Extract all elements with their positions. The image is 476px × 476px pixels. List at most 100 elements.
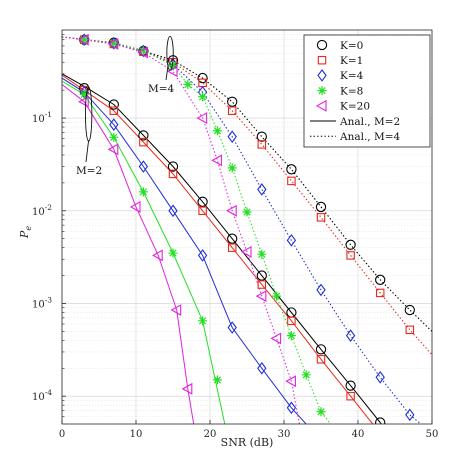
data-marker — [78, 95, 89, 108]
data-marker — [316, 407, 326, 417]
data-marker — [404, 304, 415, 316]
legend-label: K=8 — [340, 85, 363, 97]
data-marker — [257, 361, 267, 375]
data-marker — [375, 417, 386, 424]
data-marker — [109, 106, 119, 115]
y-tick-exponent: -1 — [45, 110, 52, 119]
data-marker — [256, 131, 267, 142]
data-marker — [109, 37, 119, 50]
data-marker — [405, 408, 415, 422]
data-marker — [168, 204, 178, 218]
legend-label: K=20 — [340, 101, 370, 113]
data-marker — [168, 248, 178, 258]
data-marker — [170, 304, 182, 316]
y-tick-label: 10-3 — [32, 295, 52, 310]
data-marker — [286, 401, 297, 415]
data-marker — [375, 288, 385, 298]
analytic-line-m4 — [62, 36, 432, 356]
annotation-m2: M=2 — [76, 165, 102, 177]
data-marker — [227, 163, 237, 173]
data-marker — [79, 89, 89, 99]
legend-label: K=0 — [340, 40, 363, 52]
x-tick-label: 0 — [59, 429, 65, 440]
data-marker — [257, 140, 267, 149]
data-marker — [255, 290, 267, 303]
data-marker — [138, 187, 148, 197]
data-marker — [286, 331, 296, 341]
data-marker — [129, 201, 141, 213]
data-marker — [227, 233, 238, 244]
y-tick-exponent: -4 — [45, 388, 53, 397]
x-tick-label: 30 — [278, 429, 291, 440]
data-marker — [405, 325, 415, 335]
legend: K=0 K=1 K=4 K=8 K=20 Anal., M=2 Anal., M=4 — [303, 34, 431, 148]
data-marker — [345, 239, 356, 250]
y-tick-exponent: -3 — [45, 295, 53, 304]
data-marker — [139, 137, 148, 147]
simulation-markers — [78, 33, 415, 424]
data-marker — [79, 35, 89, 45]
data-marker — [211, 154, 222, 167]
data-marker — [226, 204, 237, 217]
data-marker — [272, 291, 282, 301]
y-axis-label: Pe — [18, 226, 33, 239]
data-marker — [107, 143, 119, 156]
data-marker — [270, 332, 282, 345]
x-tick-label: 40 — [352, 429, 365, 440]
data-marker — [257, 249, 267, 259]
data-marker — [198, 206, 207, 216]
legend-swatch — [317, 69, 327, 82]
data-marker — [286, 234, 297, 247]
y-tick-base: 10 — [32, 207, 45, 218]
data-marker — [167, 161, 179, 172]
legend-label: Anal., M=2 — [339, 116, 400, 128]
data-marker — [197, 249, 208, 262]
data-marker — [301, 370, 311, 380]
legend-swatch — [317, 55, 327, 65]
data-marker — [227, 243, 237, 252]
analytic-line-m4 — [62, 36, 432, 332]
data-marker — [138, 130, 149, 141]
legend-swatch — [317, 86, 327, 96]
data-marker — [137, 46, 148, 59]
data-marker — [198, 92, 208, 102]
data-marker — [198, 316, 208, 326]
data-marker — [109, 38, 119, 48]
data-marker — [346, 391, 355, 401]
annotation-pointer-m4 — [165, 65, 169, 81]
plot-frame — [61, 29, 433, 425]
data-marker — [287, 176, 296, 186]
annotation-m4: M=4 — [148, 83, 175, 95]
data-marker — [346, 251, 355, 260]
data-marker — [138, 160, 149, 173]
data-marker — [183, 80, 193, 90]
data-marker — [227, 130, 237, 143]
data-marker — [78, 33, 89, 46]
y-axis-label-main: P — [18, 230, 31, 239]
data-marker — [196, 112, 208, 125]
data-marker — [315, 344, 327, 355]
x-tick-label: 10 — [130, 429, 143, 440]
data-marker — [375, 370, 385, 384]
data-marker — [256, 270, 267, 281]
legend-swatch — [316, 39, 328, 51]
data-marker — [242, 207, 252, 217]
data-marker — [138, 46, 148, 56]
y-tick-exponent: -2 — [45, 203, 53, 212]
annotation-ellipse-m4 — [166, 35, 174, 71]
annotations: M=2 M=4 — [76, 35, 175, 177]
x-tick-label: 50 — [426, 429, 439, 440]
data-marker — [152, 249, 163, 262]
data-marker — [375, 274, 386, 285]
data-marker — [345, 329, 356, 342]
analytic-curves — [62, 36, 432, 424]
legend-swatch — [315, 99, 327, 112]
analytic-line-m4 — [62, 36, 332, 424]
analytic-line-m2 — [62, 74, 374, 424]
annotation-pointer-m2 — [85, 140, 90, 163]
data-marker — [212, 375, 222, 385]
x-axis-label: SNR (dB) — [221, 436, 274, 449]
data-marker — [316, 355, 326, 364]
